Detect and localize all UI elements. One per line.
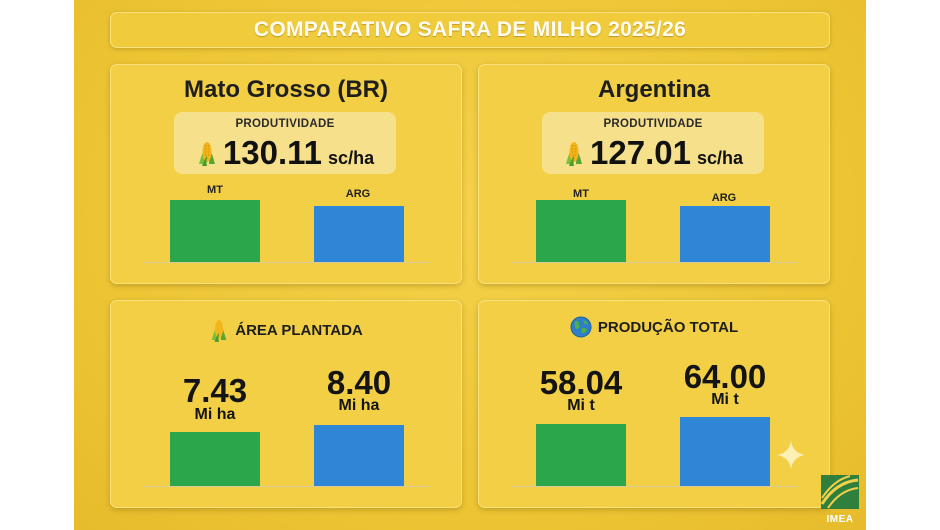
imea-logo: IMEA: [820, 474, 860, 525]
productivity-box-mt: PRODUTIVIDADE 130.11 sc/ha: [174, 112, 396, 174]
productivity-value: 130.11: [222, 134, 323, 171]
bar-mt: [536, 200, 626, 262]
value-mt: 58.04: [539, 364, 623, 401]
productivity-label: PRODUTIVIDADE: [235, 118, 335, 130]
bar-mt: [536, 424, 626, 486]
panel-heading-arg: Argentina: [597, 76, 710, 103]
bar-arg: [314, 206, 404, 262]
productivity-label: PRODUTIVIDADE: [603, 118, 703, 130]
corn-icon: [198, 142, 215, 166]
arg-productivity-panel: Argentina PRODUTIVIDADE 127.01 sc/ha MT …: [478, 64, 830, 284]
baseline: [144, 262, 430, 263]
title-bar: COMPARATIVO SAFRA DE MILHO 2025/26: [110, 12, 830, 48]
sparkle-icon: [777, 441, 805, 469]
total-production-panel: PRODUÇÃO TOTAL 58.04 Mi t 64.00 Mi t: [478, 300, 830, 508]
unit-arg: Mi ha: [338, 397, 380, 414]
logo-text: IMEA: [826, 514, 854, 525]
globe-icon: [570, 316, 592, 338]
productivity-unit: sc/ha: [696, 148, 743, 168]
value-arg: 8.40: [326, 364, 392, 401]
imea-logo-mark: [820, 475, 859, 509]
planted-area-panel: ÁREA PLANTADA 7.43 Mi ha 8.40 Mi ha: [110, 300, 462, 508]
section-heading-area: ÁREA PLANTADA: [110, 316, 462, 344]
productivity-value: 127.01: [590, 134, 691, 171]
bar-label-mt: MT: [207, 184, 223, 196]
bar-label-mt: MT: [573, 188, 589, 200]
baseline: [512, 262, 798, 263]
bar-mt: [170, 432, 260, 486]
productivity-box-arg: PRODUTIVIDADE 127.01 sc/ha: [542, 112, 764, 174]
baseline: [512, 486, 798, 487]
section-heading-text: ÁREA PLANTADA: [235, 321, 363, 339]
corn-icon: [211, 320, 227, 342]
corn-icon: [566, 142, 583, 166]
panel-heading-mt: Mato Grosso (BR): [184, 76, 388, 103]
baseline: [144, 486, 430, 487]
section-heading-production: PRODUÇÃO TOTAL: [478, 316, 830, 338]
infographic-canvas: COMPARATIVO SAFRA DE MILHO 2025/26 Mato …: [74, 0, 866, 530]
unit-mt: Mi ha: [194, 406, 236, 423]
section-heading-text: PRODUÇÃO TOTAL: [597, 318, 739, 336]
unit-arg: Mi t: [711, 391, 739, 408]
unit-mt: Mi t: [567, 397, 595, 414]
productivity-unit: sc/ha: [328, 148, 375, 168]
productivity-value-row: 127.01 sc/ha: [542, 134, 764, 172]
value-arg: 64.00: [683, 358, 767, 395]
bar-arg: [314, 425, 404, 486]
value-mt: 7.43: [182, 372, 248, 409]
productivity-value-row: 130.11 sc/ha: [174, 134, 396, 172]
bar-label-arg: ARG: [711, 192, 737, 204]
mt-productivity-panel: Mato Grosso (BR) PRODUTIVIDADE 130.11 sc…: [110, 64, 462, 284]
bar-arg: [680, 417, 770, 486]
bar-arg: [680, 206, 770, 262]
bar-label-arg: ARG: [345, 188, 371, 200]
page-title: COMPARATIVO SAFRA DE MILHO 2025/26: [253, 18, 687, 41]
bar-mt: [170, 200, 260, 262]
